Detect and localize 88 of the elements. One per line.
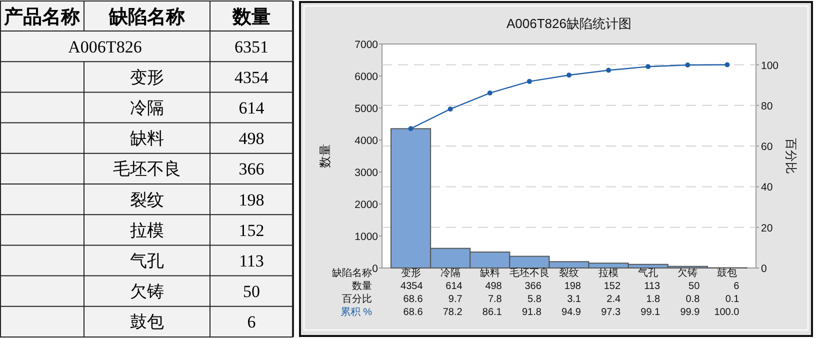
data-label: 614 (238, 98, 265, 118)
category-label: 裂纹 (130, 190, 164, 210)
y2-tick-label: 40 (761, 182, 773, 194)
text: 产品名称 (3, 6, 80, 28)
x-tick-label: 气孔 (638, 267, 658, 279)
y2-tick-label: 60 (761, 141, 773, 154)
x-tick-label: 变形 (400, 267, 421, 279)
y2-tick-label: 80 (761, 100, 773, 112)
text: 数量 (232, 7, 270, 28)
point (487, 90, 492, 96)
data-label: 498 (485, 281, 502, 292)
point (606, 68, 612, 73)
text: 7.8 (488, 294, 502, 305)
category-label: 缺料 (130, 129, 164, 148)
point (566, 72, 572, 78)
data-label: 68.6 (403, 307, 424, 318)
y2-axis-title: 百分比 (784, 138, 798, 174)
data-label: 50 (243, 282, 260, 302)
x-tick-label: 欠铸 (678, 267, 698, 279)
x-tick-label: 缺料 (480, 267, 500, 279)
data-label: 86.1 (482, 307, 502, 318)
text: 9.7 (448, 294, 463, 305)
text: 5.8 (528, 294, 542, 305)
y-tick-label: 4000 (354, 135, 378, 147)
text: 数量 (352, 281, 372, 292)
point (408, 126, 414, 132)
data-label: 6 (734, 281, 740, 292)
text: A006T826 (68, 37, 142, 56)
category-label: 冷隔 (130, 98, 164, 118)
data-label: 4354 (234, 68, 269, 87)
data-label: 100.0 (714, 307, 740, 318)
x-tick-label: 冷隔 (440, 267, 460, 279)
x-tick-label: 裂纹 (559, 267, 579, 279)
point (724, 62, 730, 68)
data-label: 498 (238, 129, 264, 148)
data-label: 6 (247, 312, 256, 332)
data-label: 366 (524, 281, 542, 292)
text: 百分比 (342, 293, 372, 305)
data-label: 614 (446, 281, 463, 292)
data-label: 50 (688, 281, 700, 292)
category-label: 毛坯不良 (113, 160, 181, 179)
y-axis-title: 数量 (318, 144, 332, 168)
category-label: 变形 (130, 68, 164, 87)
point (448, 106, 453, 112)
data-label: 4354 (400, 281, 424, 292)
data-label: 78.2 (442, 307, 463, 318)
y-tick-label: 7000 (354, 39, 378, 51)
x-axis-title: 缺陷名称 (332, 267, 372, 279)
text: 68.6 (403, 294, 424, 305)
y-tick-label: 3000 (354, 167, 378, 179)
y-tick-label: 5000 (354, 103, 378, 115)
text: 1.8 (646, 294, 661, 305)
data-label: 198 (238, 190, 264, 210)
point (685, 62, 690, 68)
point (526, 78, 532, 84)
data-label: 366 (238, 160, 264, 179)
chart-title: A006T826缺陷统计图 (506, 16, 632, 31)
data-label: 99.9 (680, 307, 700, 318)
data-label: 152 (604, 281, 621, 292)
data-label: 97.3 (601, 307, 621, 318)
text: 缺陷名称 (108, 7, 185, 28)
x-tick-label: 拉模 (598, 267, 619, 279)
text: 累积 % (340, 307, 372, 318)
x-tick-label: 毛坯不良 (509, 267, 550, 279)
category-label: 拉模 (130, 220, 164, 240)
data-label: 198 (564, 281, 582, 292)
data-label: 113 (239, 252, 264, 270)
category-label: 鼓包 (130, 312, 164, 332)
data-label: 91.8 (522, 307, 542, 318)
y2-tick-label: 0 (761, 263, 767, 275)
y-tick-label: 6000 (354, 71, 378, 83)
data-label: 99.1 (640, 307, 661, 318)
y2-tick-label: 20 (761, 222, 773, 234)
data-label: 94.9 (562, 307, 582, 318)
text: 0.8 (686, 294, 700, 305)
text: 2.4 (606, 294, 621, 305)
data-label: 113 (644, 281, 661, 292)
category-label: 欠铸 (130, 282, 164, 302)
y-tick-label: 2000 (354, 199, 378, 211)
text: 0.1 (725, 294, 740, 305)
y2-tick-label: 100 (761, 60, 779, 72)
text: 3.1 (567, 294, 582, 305)
text: 6351 (234, 37, 268, 56)
y-tick-label: 0 (372, 263, 378, 275)
y-tick-label: 1000 (354, 231, 378, 243)
point (646, 64, 651, 70)
x-tick-label: 鼓包 (717, 267, 738, 279)
data-label: 152 (238, 220, 264, 240)
